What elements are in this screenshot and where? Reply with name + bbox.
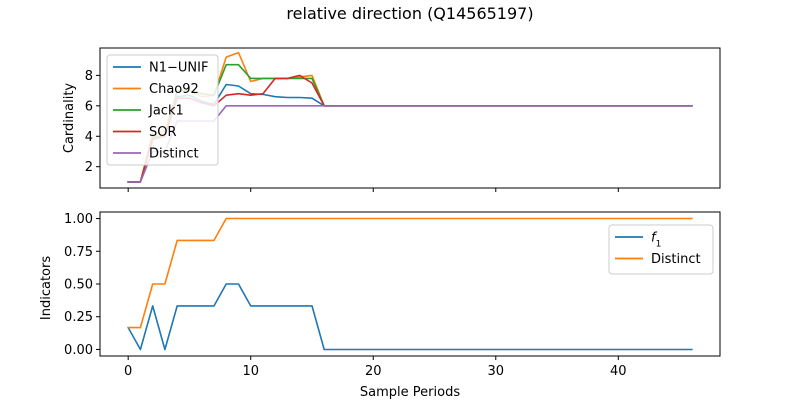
cardinality-plot: 2 4 6 8 Cardinality N1−UNIF Chao92 Jack1 SOR Di…	[62, 47, 721, 192]
cardinality-series-lines	[127, 51, 693, 183]
series-line-indicator-0	[127, 283, 693, 351]
cardinality-y-axis-label: Cardinality	[62, 83, 77, 154]
legend-box	[106, 54, 219, 166]
chart-title: relative direction (Q14565197)	[286, 4, 533, 23]
y-tick-label: 0.25	[64, 310, 93, 325]
legend-label: Distinct	[149, 147, 199, 162]
y-tick-label: 4	[85, 130, 93, 145]
x-axis-label: Sample Periods	[360, 385, 460, 400]
legend-label: N1−UNIF	[149, 61, 208, 76]
indicators-series-lines	[127, 217, 693, 351]
indicators-y-axis-label: Indicators	[39, 256, 54, 320]
legend-label: SOR	[149, 125, 177, 140]
series-line-cardinality-4	[127, 105, 693, 183]
y-tick-label: 0.50	[64, 278, 93, 293]
y-tick-label: 8	[85, 69, 93, 84]
y-tick-label: 0.00	[64, 343, 93, 358]
legend-label: Chao92	[149, 82, 199, 97]
indicators-plot: 0 10 20 30 40 0.00 0.25 0.50 0.75 1.00 Indicators…	[39, 211, 721, 400]
indicators-legend: f1 Distinct	[608, 224, 714, 275]
x-tick-label: 20	[365, 364, 382, 379]
x-tick-label: 30	[487, 364, 504, 379]
legend-label: Jack1	[148, 104, 184, 119]
cardinality-legend: N1−UNIF Chao92 Jack1 SOR Distinct	[106, 54, 219, 166]
series-line-indicator-1	[127, 217, 693, 329]
cardinality-ticks: 2 4 6 8	[85, 69, 619, 192]
y-tick-label: 0.75	[64, 245, 93, 260]
y-tick-label: 2	[85, 160, 93, 175]
x-tick-label: 0	[124, 364, 132, 379]
y-tick-label: 6	[85, 99, 93, 114]
cardinality-plot-frame	[99, 47, 721, 189]
y-tick-label: 1.00	[64, 212, 93, 227]
legend-label: Distinct	[651, 252, 701, 267]
indicators-ticks: 0 10 20 30 40 0.00 0.25 0.50 0.75 1.00	[64, 212, 627, 379]
x-tick-label: 10	[242, 364, 259, 379]
x-tick-label: 40	[610, 364, 627, 379]
legend-label: f1	[651, 231, 661, 250]
